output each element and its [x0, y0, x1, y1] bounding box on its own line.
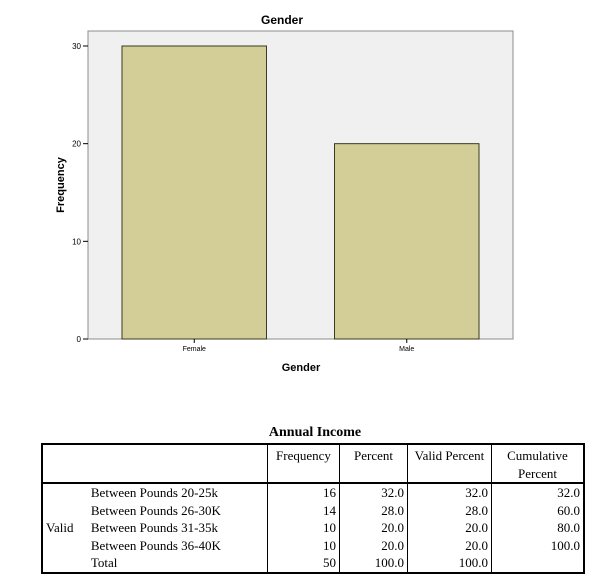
bar-female	[121, 45, 267, 340]
row-label: Between Pounds 36-40K	[90, 537, 221, 553]
cell-percent: 32.0	[339, 483, 408, 502]
header-corner	[40, 443, 268, 484]
cell-valid-percent: 100.0	[406, 554, 492, 574]
cell-cumulative-percent: 100.0	[490, 536, 585, 554]
x-axis-label: Gender	[282, 362, 321, 374]
cell-frequency: 50	[266, 554, 340, 574]
cell-valid-percent: 20.0	[406, 536, 492, 554]
chart-title: Gender	[261, 13, 303, 27]
cell-frequency: 16	[266, 483, 340, 502]
y-axis-label: Frequency	[55, 156, 67, 213]
y-tick-label: 0	[77, 335, 82, 344]
y-tick-label: 20	[72, 140, 81, 149]
cell-percent: 100.0	[339, 554, 408, 574]
cell-valid-percent: 20.0	[406, 519, 492, 537]
cell-valid-percent: 32.0	[406, 483, 492, 502]
y-tick-label: 30	[72, 42, 81, 51]
row-label: Total	[87, 554, 268, 574]
cell-cumulative-percent	[490, 554, 585, 574]
cell-valid-percent: 28.0	[406, 501, 492, 519]
header-frequency: Frequency	[266, 443, 340, 484]
table-row: Between Pounds 31-35k 10 20.0 20.0 80.0	[42, 519, 585, 537]
header-cumulative-percent: Cumulative Percent	[490, 443, 585, 484]
row-label: Between Pounds 31-35k	[90, 520, 218, 535]
cell-cumulative-percent: 60.0	[490, 501, 585, 519]
cell-cumulative-percent: 32.0	[490, 483, 585, 502]
cell-frequency: 14	[266, 501, 340, 519]
row-label: Between Pounds 20-25k	[90, 485, 218, 500]
table-header-row: Frequency Percent Valid Percent Cumulati…	[40, 443, 585, 484]
gender-bar-chart: Gender 0 10 20 30 Female Male Frequency Gend…	[55, 13, 514, 374]
table-row: Between Pounds 36-40K 10 20.0 20.0 100.0	[42, 536, 585, 554]
x-tick-label: Female	[183, 346, 206, 353]
cell-percent: 28.0	[339, 501, 408, 519]
row-label: Between Pounds 26-30K	[90, 502, 221, 518]
table-title: Annual Income	[268, 425, 362, 440]
cell-frequency: 10	[266, 536, 340, 554]
cell-percent: 20.0	[339, 536, 408, 554]
table-row-total: Total 50 100.0 100.0	[42, 554, 585, 574]
row-group-label: Valid	[41, 483, 88, 574]
cell-cumulative-percent: 80.0	[490, 519, 585, 537]
header-percent: Percent	[339, 443, 408, 484]
table-row: Between Pounds 26-30K 14 28.0 28.0 60.0	[42, 501, 585, 519]
frequency-table: Frequency Percent Valid Percent Cumulati…	[40, 443, 585, 574]
table-row: Valid Between Pounds 20-25k 16 32.0 32.0…	[41, 483, 585, 574]
cell-frequency: 10	[266, 519, 340, 537]
x-tick-label: Male	[399, 346, 414, 353]
cell-percent: 20.0	[339, 519, 408, 537]
y-tick-label: 10	[72, 237, 81, 246]
bar-male	[334, 143, 480, 340]
header-valid-percent: Valid Percent	[406, 443, 492, 484]
